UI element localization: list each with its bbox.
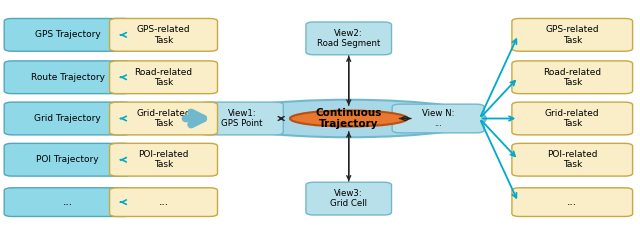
Ellipse shape <box>211 100 486 137</box>
Text: Continuous
Trajectory: Continuous Trajectory <box>316 108 382 129</box>
FancyBboxPatch shape <box>109 102 218 135</box>
Text: ...: ... <box>159 197 168 207</box>
Text: GPS-related
Task: GPS-related Task <box>137 25 190 45</box>
FancyBboxPatch shape <box>512 18 632 51</box>
Text: Grid-related
Task: Grid-related Task <box>136 109 191 128</box>
Text: Road-related
Task: Road-related Task <box>134 68 193 87</box>
FancyBboxPatch shape <box>109 143 218 176</box>
FancyBboxPatch shape <box>109 18 218 51</box>
FancyBboxPatch shape <box>512 102 632 135</box>
Text: Route Trajectory: Route Trajectory <box>31 73 105 82</box>
Text: POI Trajectory: POI Trajectory <box>36 155 99 164</box>
Ellipse shape <box>290 110 408 127</box>
Text: Grid-related
Task: Grid-related Task <box>545 109 600 128</box>
FancyBboxPatch shape <box>392 104 484 133</box>
Text: View3:
Grid Cell: View3: Grid Cell <box>330 189 367 208</box>
FancyBboxPatch shape <box>512 61 632 94</box>
Text: Grid Trajectory: Grid Trajectory <box>35 114 101 123</box>
FancyBboxPatch shape <box>201 102 284 135</box>
Text: POI-related
Task: POI-related Task <box>138 150 189 169</box>
FancyBboxPatch shape <box>4 102 131 135</box>
FancyBboxPatch shape <box>512 143 632 176</box>
Text: View2:
Road Segment: View2: Road Segment <box>317 29 380 48</box>
FancyBboxPatch shape <box>512 188 632 216</box>
FancyBboxPatch shape <box>4 61 131 94</box>
Text: ...: ... <box>567 197 577 207</box>
FancyBboxPatch shape <box>109 188 218 216</box>
FancyBboxPatch shape <box>4 188 131 216</box>
FancyBboxPatch shape <box>4 143 131 176</box>
FancyBboxPatch shape <box>306 22 392 55</box>
Text: View N:
...: View N: ... <box>422 109 454 128</box>
Text: POI-related
Task: POI-related Task <box>547 150 598 169</box>
Text: Road-related
Task: Road-related Task <box>543 68 602 87</box>
FancyBboxPatch shape <box>306 182 392 215</box>
Text: View1:
GPS Point: View1: GPS Point <box>221 109 263 128</box>
Text: GPS Trajectory: GPS Trajectory <box>35 30 100 39</box>
Text: GPS-related
Task: GPS-related Task <box>545 25 599 45</box>
Text: ...: ... <box>63 197 73 207</box>
FancyBboxPatch shape <box>109 61 218 94</box>
FancyBboxPatch shape <box>4 18 131 51</box>
